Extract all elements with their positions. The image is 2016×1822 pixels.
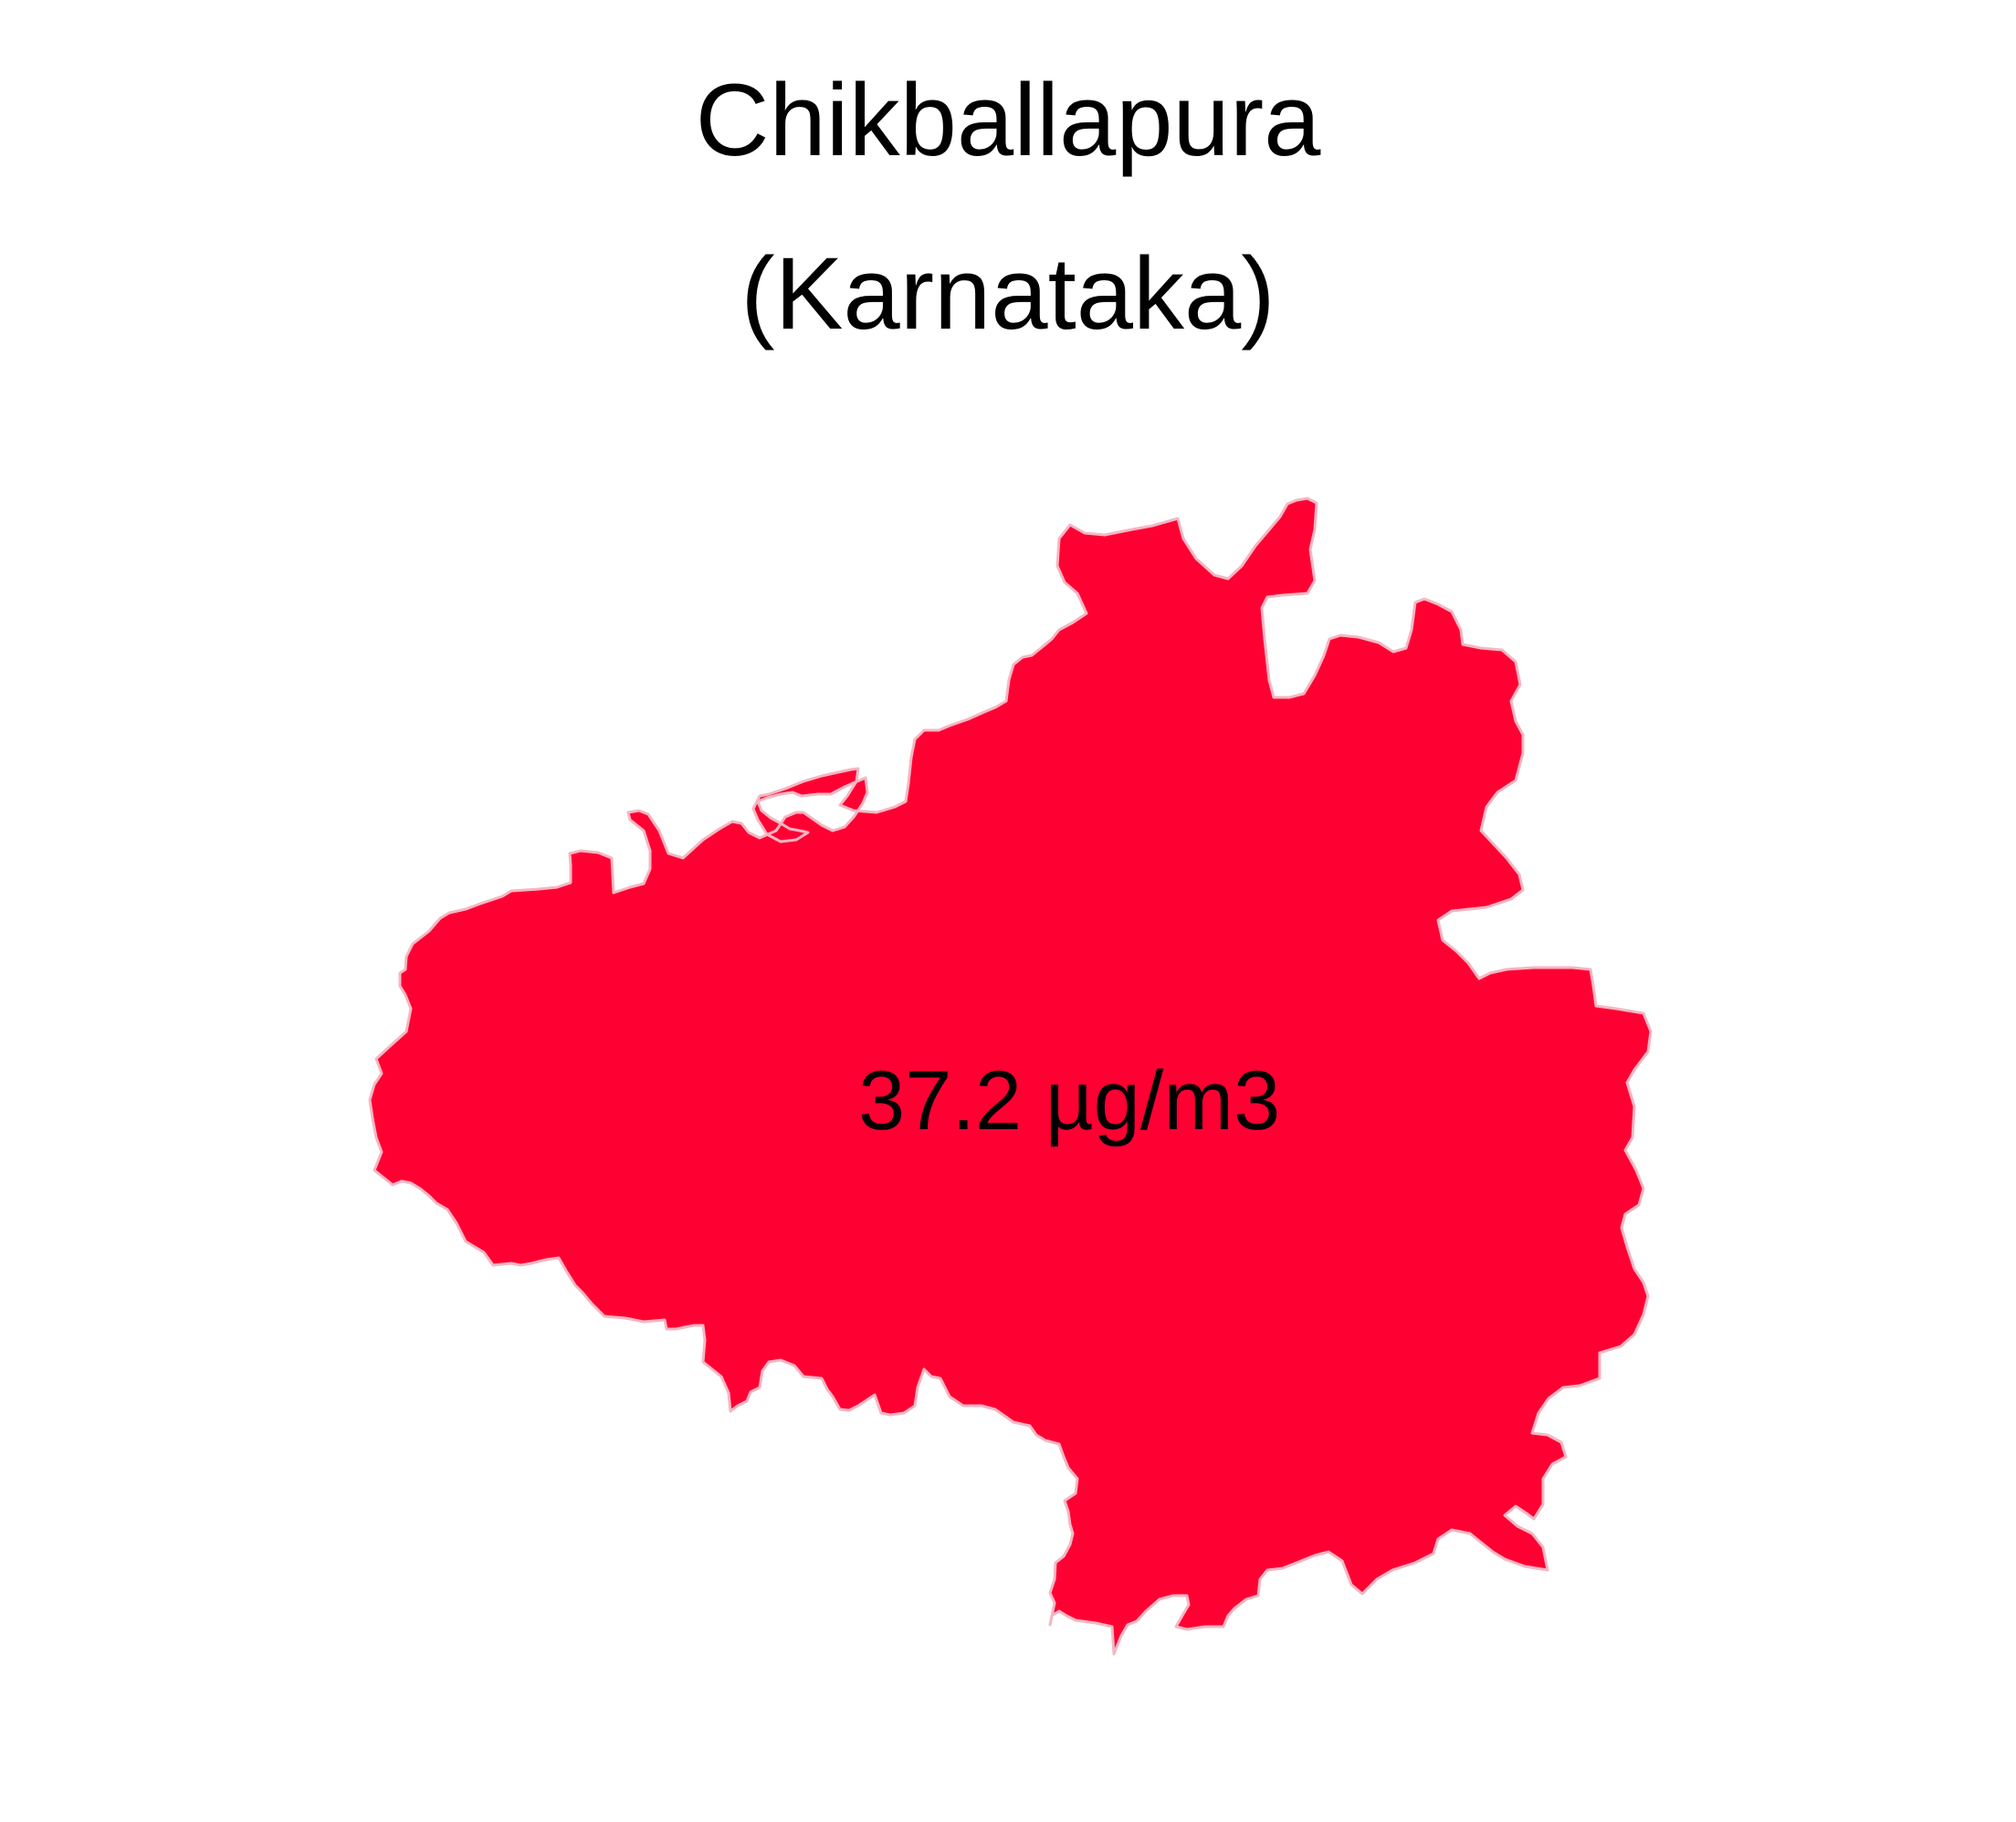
pollution-value-label: 37.2 µg/m3 xyxy=(858,1054,1281,1147)
map-title-district: Chikballapura xyxy=(695,63,1321,177)
district-shape-chikballapura xyxy=(368,497,1653,1656)
map-title-state: (Karnataka) xyxy=(740,236,1276,351)
